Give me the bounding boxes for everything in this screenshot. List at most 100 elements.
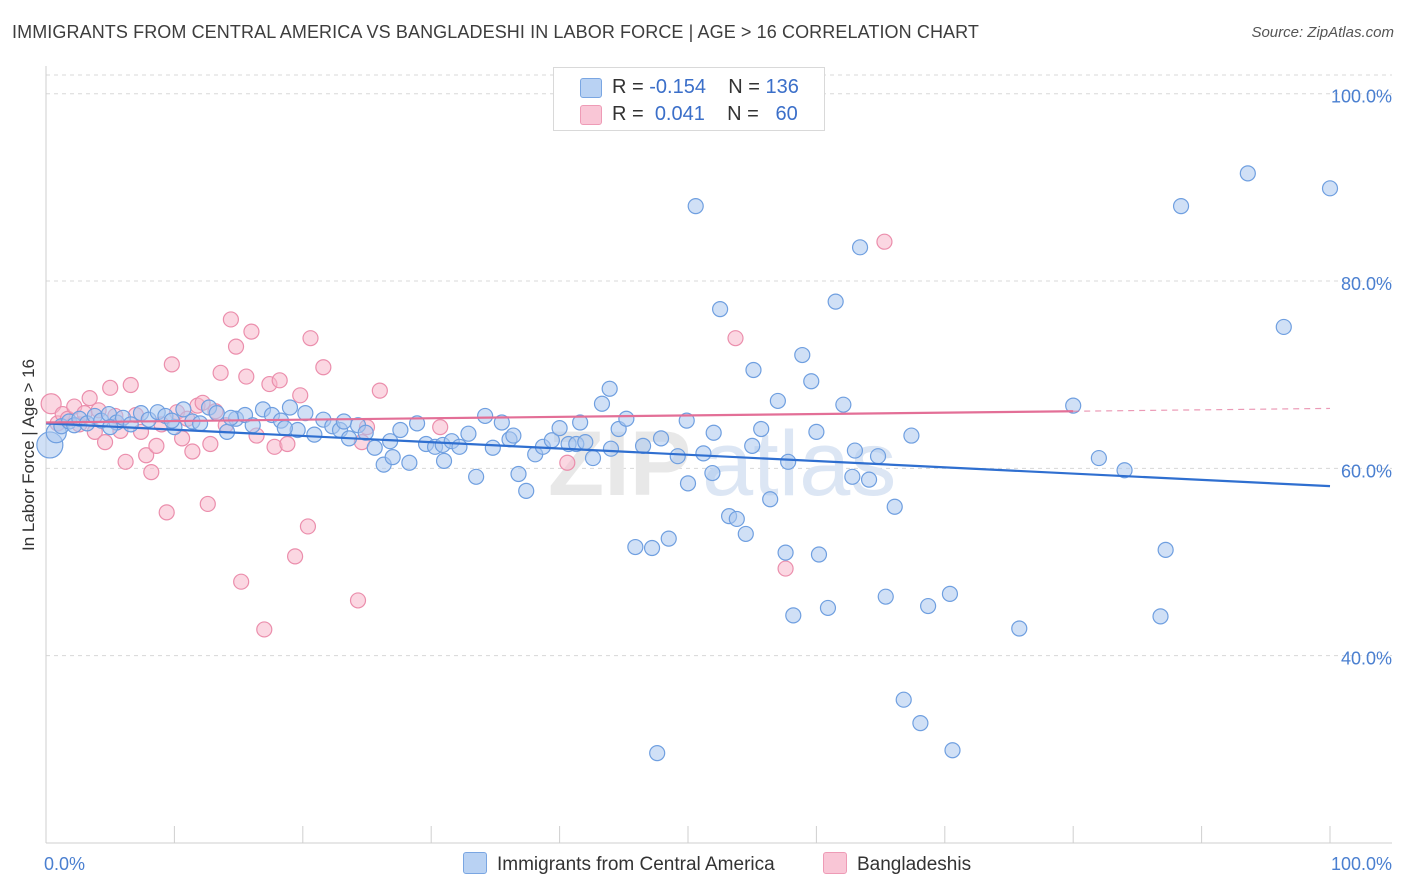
data-point-central-america (877, 588, 894, 605)
data-point-central-america (687, 198, 704, 215)
data-point-central-america (602, 440, 620, 457)
data-point-bangladeshis (117, 453, 134, 470)
data-point-bangladeshis (122, 376, 139, 394)
data-point-central-america (912, 715, 929, 732)
data-point-central-america (886, 498, 903, 515)
data-point-bangladeshis (212, 364, 229, 381)
data-point-central-america (920, 597, 937, 615)
data-point-bangladeshis (148, 437, 165, 454)
tick-labels: 40.0% 60.0% 80.0% 100.0% 0.0% 100.0% (44, 87, 1392, 874)
trend-lines (45, 407, 1331, 488)
data-point-central-america (737, 525, 754, 543)
data-point-central-america (794, 346, 811, 364)
data-point-central-america (860, 471, 878, 488)
data-point-central-america (780, 453, 797, 470)
x-tick-label-max: 100.0% (1331, 854, 1392, 874)
data-point-bangladeshis (299, 518, 317, 535)
data-point-central-america (695, 445, 712, 462)
data-point-central-america (745, 361, 762, 379)
data-point-central-america (1275, 318, 1292, 336)
data-point-bangladeshis (559, 454, 576, 471)
legend-r-value: -0.154 (649, 76, 706, 98)
data-point-bangladeshis (202, 435, 219, 453)
data-point-bangladeshis (292, 387, 309, 404)
series-central-america-points (36, 165, 1339, 762)
data-point-central-america (808, 423, 825, 440)
legend-stats-bangladeshis: R = 0.041 N = 60 (612, 103, 798, 125)
data-point-central-america (634, 437, 652, 454)
data-point-bangladeshis (138, 447, 155, 464)
bottom-legend-central-america: Immigrants from Central America (463, 852, 775, 876)
data-point-central-america (276, 419, 293, 437)
data-point-central-america (769, 392, 786, 410)
data-point-central-america (1116, 462, 1133, 479)
data-point-central-america (705, 424, 722, 441)
data-point-central-america (785, 607, 802, 624)
y-tick-label: 80.0% (1341, 274, 1392, 294)
data-point-central-america (191, 415, 209, 432)
data-point-central-america (518, 482, 535, 499)
data-point-bangladeshis (102, 379, 119, 396)
data-point-central-america (762, 491, 779, 508)
data-point-central-america (744, 437, 761, 454)
trend-line-bangladeshis (45, 410, 1074, 424)
correlation-legend: R = -0.154 N = 136 R = 0.041 N = 60 (553, 67, 825, 131)
data-point-bangladeshis (163, 356, 180, 373)
data-point-central-america (810, 546, 828, 563)
data-point-bangladeshis (271, 372, 288, 389)
data-point-bangladeshis (279, 435, 296, 453)
data-point-central-america (941, 585, 959, 602)
legend-n-value: 136 (765, 76, 799, 98)
data-point-central-america (584, 449, 602, 467)
bottom-legend-swatch-blue (463, 852, 487, 874)
chart-title: IMMIGRANTS FROM CENTRAL AMERICA VS BANGL… (12, 22, 980, 42)
data-point-central-america (1011, 620, 1028, 637)
data-point-central-america (803, 373, 820, 390)
data-point-central-america (728, 510, 745, 528)
data-point-central-america (618, 410, 635, 427)
data-point-central-america (306, 426, 323, 443)
data-point-central-america (819, 599, 837, 617)
data-point-central-america (704, 464, 721, 482)
data-point-central-america (844, 468, 861, 485)
data-point-central-america (846, 442, 864, 459)
data-point-central-america (869, 448, 887, 465)
data-point-central-america (408, 415, 426, 432)
bottom-legend-swatch-pink (823, 852, 847, 874)
data-point-central-america (468, 468, 485, 485)
data-point-central-america (593, 395, 611, 412)
data-point-central-america (652, 430, 670, 447)
grid-lines (46, 74, 1392, 657)
data-point-central-america (1172, 198, 1190, 215)
data-point-central-america (827, 293, 844, 310)
data-point-central-america (1321, 180, 1339, 197)
data-point-central-america (297, 405, 314, 422)
legend-stats-central-america: R = -0.154 N = 136 (612, 76, 799, 98)
data-point-central-america (175, 401, 192, 418)
y-tick-label: 60.0% (1341, 461, 1392, 481)
data-point-bangladeshis (233, 573, 250, 590)
data-point-central-america (627, 538, 644, 556)
data-point-central-america (679, 475, 697, 492)
data-point-central-america (1152, 608, 1169, 625)
data-point-central-america (944, 742, 961, 759)
y-tick-label: 100.0% (1331, 87, 1392, 107)
data-point-central-america (366, 439, 383, 456)
data-point-bangladeshis (777, 560, 794, 577)
trend-line-central-america (45, 422, 1331, 488)
data-point-central-america (1157, 541, 1174, 558)
data-point-bangladeshis (40, 393, 62, 415)
data-point-bangladeshis (81, 390, 98, 407)
data-point-bangladeshis (238, 368, 255, 385)
data-point-central-america (222, 409, 239, 426)
data-point-bangladeshis (96, 434, 114, 451)
data-point-central-america (1065, 397, 1082, 414)
data-point-central-america (335, 413, 352, 430)
data-point-central-america (357, 424, 374, 441)
data-point-central-america (551, 419, 568, 437)
data-point-central-america (435, 452, 453, 469)
data-point-central-america (208, 405, 225, 422)
data-point-central-america (851, 239, 869, 256)
data-point-bangladeshis (286, 548, 304, 565)
data-point-bangladeshis (727, 330, 744, 347)
